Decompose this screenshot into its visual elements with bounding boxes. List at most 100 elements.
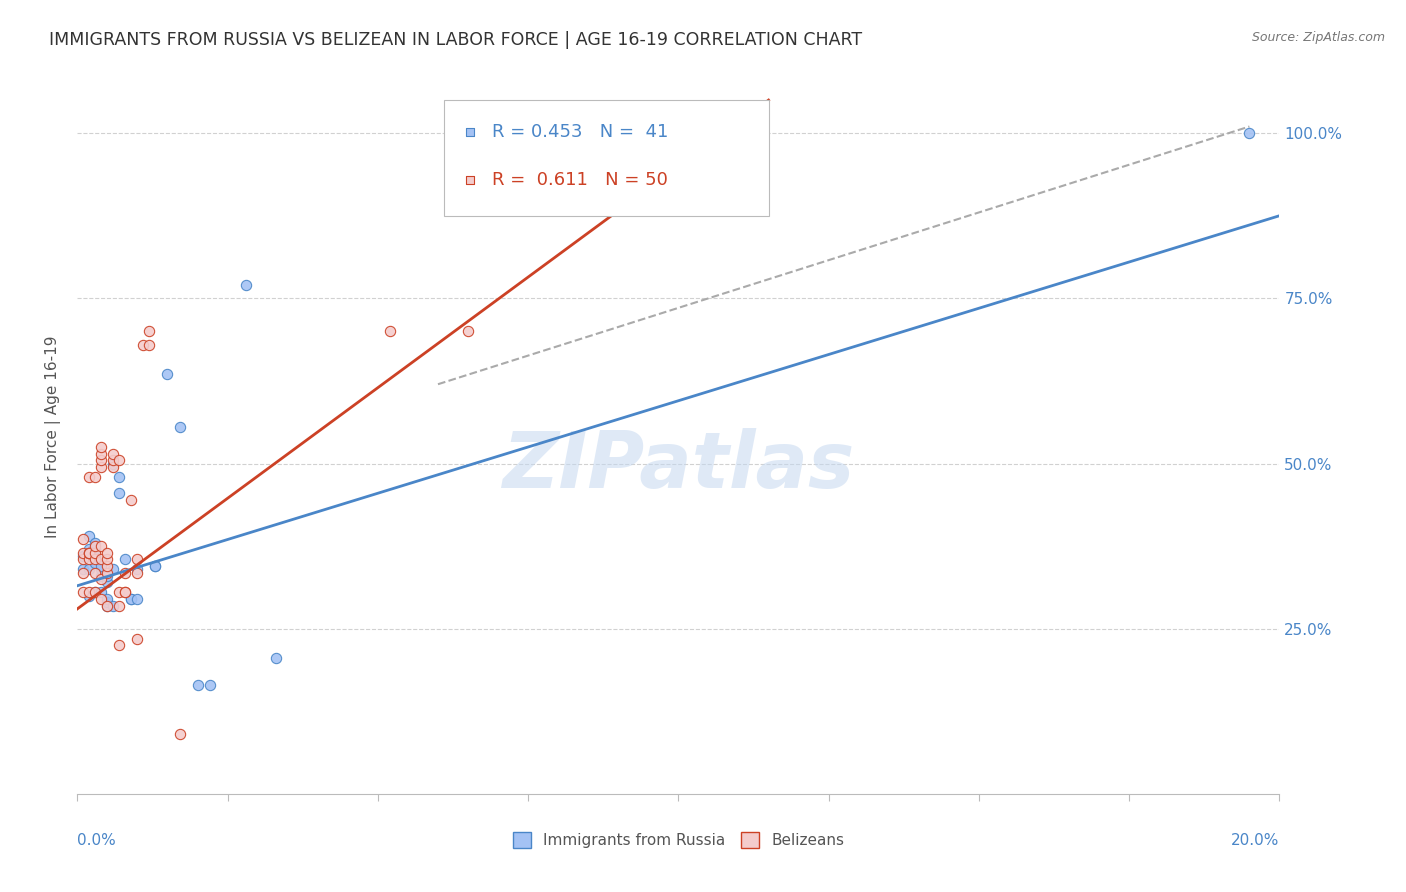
Point — [79, 549, 101, 563]
Point — [103, 457, 125, 471]
Point — [72, 566, 94, 580]
Text: R = 0.453   N =  41: R = 0.453 N = 41 — [492, 123, 668, 141]
Point — [79, 589, 101, 603]
Point — [72, 549, 94, 563]
Point — [108, 638, 131, 652]
Point — [96, 566, 118, 580]
Point — [120, 492, 142, 507]
Point — [84, 542, 107, 557]
Point — [72, 552, 94, 566]
Point — [378, 324, 401, 338]
Point — [96, 591, 118, 606]
Point — [114, 566, 136, 580]
Point — [90, 558, 112, 573]
Point — [127, 591, 149, 606]
Point — [90, 453, 112, 467]
Point — [96, 569, 118, 583]
Point — [108, 486, 131, 500]
Point — [84, 585, 107, 599]
Point — [90, 562, 112, 576]
Point — [79, 542, 101, 557]
Point — [114, 552, 136, 566]
Point — [84, 536, 107, 550]
Point — [96, 546, 118, 560]
Point — [84, 542, 107, 557]
Point — [72, 562, 94, 576]
Point — [169, 420, 191, 434]
Point — [90, 572, 112, 586]
Point — [96, 595, 118, 609]
Point — [90, 459, 112, 474]
Point — [108, 599, 131, 613]
Text: 20.0%: 20.0% — [1232, 833, 1279, 848]
Point — [79, 562, 101, 576]
Point — [84, 549, 107, 563]
Point — [84, 469, 107, 483]
Point — [114, 585, 136, 599]
Point — [145, 558, 167, 573]
Y-axis label: In Labor Force | Age 16-19: In Labor Force | Age 16-19 — [45, 335, 62, 539]
Point — [90, 569, 112, 583]
Point — [169, 727, 191, 741]
Point — [79, 552, 101, 566]
Point — [156, 368, 179, 382]
Legend: Immigrants from Russia, Belizeans: Immigrants from Russia, Belizeans — [506, 826, 851, 854]
Text: IMMIGRANTS FROM RUSSIA VS BELIZEAN IN LABOR FORCE | AGE 16-19 CORRELATION CHART: IMMIGRANTS FROM RUSSIA VS BELIZEAN IN LA… — [49, 31, 862, 49]
Point — [84, 556, 107, 570]
Point — [132, 337, 155, 351]
Point — [90, 447, 112, 461]
Point — [103, 599, 125, 613]
Point — [1239, 126, 1261, 140]
Point — [79, 529, 101, 543]
Point — [120, 591, 142, 606]
Point — [457, 324, 479, 338]
Point — [138, 324, 160, 338]
Point — [108, 469, 131, 483]
Point — [79, 546, 101, 560]
Point — [187, 678, 209, 692]
Point — [96, 599, 118, 613]
Point — [127, 566, 149, 580]
Point — [120, 591, 142, 606]
Point — [96, 599, 118, 613]
Point — [138, 337, 160, 351]
Point — [96, 575, 118, 590]
Point — [108, 453, 131, 467]
Point — [72, 533, 94, 547]
Text: Source: ZipAtlas.com: Source: ZipAtlas.com — [1251, 31, 1385, 45]
Text: R =  0.611   N = 50: R = 0.611 N = 50 — [492, 171, 668, 189]
Point — [108, 585, 131, 599]
Point — [103, 453, 125, 467]
Point — [72, 585, 94, 599]
Point — [84, 552, 107, 566]
Point — [114, 585, 136, 599]
Point — [127, 632, 149, 646]
Point — [90, 585, 112, 599]
Point — [103, 562, 125, 576]
Point — [90, 591, 112, 606]
Point — [145, 558, 167, 573]
Point — [79, 546, 101, 560]
Point — [79, 546, 101, 560]
Point — [84, 539, 107, 553]
Point — [96, 558, 118, 573]
Point — [84, 585, 107, 599]
Text: 0.0%: 0.0% — [77, 833, 117, 848]
Point — [264, 651, 287, 665]
Point — [90, 440, 112, 454]
Point — [235, 278, 257, 293]
Point — [72, 546, 94, 560]
Point — [103, 447, 125, 461]
Point — [84, 546, 107, 560]
Text: ZIPatlas: ZIPatlas — [502, 427, 855, 504]
Point — [127, 562, 149, 576]
FancyBboxPatch shape — [444, 100, 769, 216]
Point — [127, 552, 149, 566]
Point — [198, 678, 221, 692]
Point — [84, 566, 107, 580]
Point — [79, 585, 101, 599]
Point — [96, 552, 118, 566]
Point — [79, 469, 101, 483]
Point — [103, 459, 125, 474]
Point — [90, 539, 112, 553]
